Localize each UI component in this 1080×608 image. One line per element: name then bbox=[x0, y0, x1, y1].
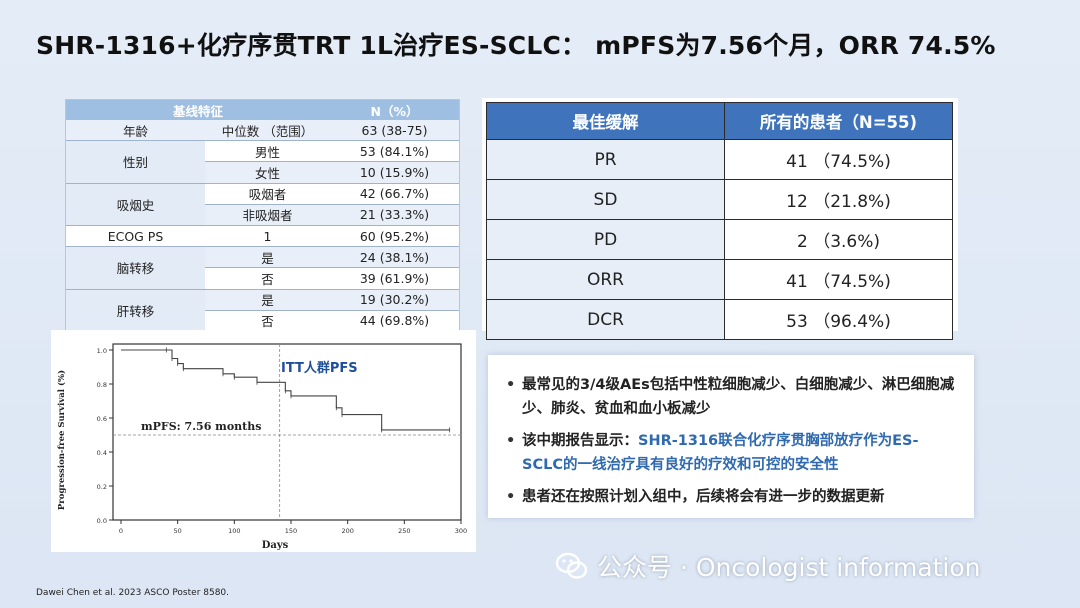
table-row: ECOG PS 1 60 (95.2%) bbox=[66, 225, 459, 248]
x-tick-label: 200 bbox=[341, 527, 353, 535]
response-label: ORR bbox=[486, 259, 725, 300]
wechat-icon bbox=[555, 552, 588, 579]
baseline-sub: 男性 bbox=[205, 140, 330, 163]
table-row: 非吸烟者 21 (33.3%) bbox=[66, 204, 459, 226]
x-tick-label: 250 bbox=[398, 527, 410, 535]
watermark: 公众号 · Oncologist information bbox=[555, 548, 981, 584]
finding-item: 患者还在按照计划入组中，后续将会有进一步的数据更新 bbox=[506, 485, 958, 509]
response-label: PD bbox=[486, 219, 725, 260]
response-label: DCR bbox=[486, 299, 725, 340]
baseline-sub: 女性 bbox=[205, 161, 330, 184]
baseline-value: 24 (38.1%) bbox=[330, 246, 459, 269]
findings-list: 最常见的3/4级AEs包括中性粒细胞减少、白细胞减少、淋巴细胞减少、肺炎、贫血和… bbox=[488, 355, 974, 509]
baseline-header-feature: 基线特征 bbox=[66, 100, 330, 120]
table-row: 否 39 (61.9%) bbox=[66, 267, 459, 290]
finding-text: 最常见的3/4级AEs包括中性粒细胞减少、白细胞减少、淋巴细胞减少、肺炎、贫血和… bbox=[522, 377, 955, 417]
baseline-sub: 1 bbox=[205, 225, 330, 248]
response-header-all: 所有的患者（N=55) bbox=[724, 102, 953, 140]
baseline-value: 42 (66.7%) bbox=[330, 183, 459, 205]
baseline-sub: 中位数 （范围） bbox=[205, 120, 330, 142]
response-value: 41 （74.5%) bbox=[724, 139, 953, 180]
response-table: 最佳缓解 所有的患者（N=55) PR 41 （74.5%) SD 12 （21.8… bbox=[482, 98, 958, 340]
x-tick-label: 100 bbox=[228, 527, 240, 535]
finding-text: 患者还在按照计划入组中，后续将会有进一步的数据更新 bbox=[522, 489, 885, 505]
table-row: 脑转移 是 24 (38.1%) bbox=[66, 246, 459, 290]
table-row: 肝转移 是 19 (30.2%) bbox=[66, 289, 459, 332]
citation: Dawei Chen et al. 2023 ASCO Poster 8580. bbox=[36, 588, 230, 598]
baseline-sub: 非吸烟者 bbox=[205, 204, 330, 226]
baseline-label: 肝转移 bbox=[66, 289, 205, 332]
table-row: 吸烟史 吸烟者 42 (66.7%) bbox=[66, 183, 459, 226]
baseline-value: 21 (33.3%) bbox=[330, 204, 459, 226]
response-header-best: 最佳缓解 bbox=[486, 102, 725, 140]
baseline-label: ECOG PS bbox=[66, 225, 205, 248]
y-axis-label: Progression-free Survival (%) bbox=[56, 370, 67, 510]
table-row: ORR 41 （74.5%) bbox=[486, 259, 953, 300]
baseline-label: 吸烟史 bbox=[66, 183, 205, 226]
baseline-value: 10 (15.9%) bbox=[330, 161, 459, 184]
slide-title: SHR-1316+化疗序贯TRT 1L治疗ES-SCLC： mPFS为7.56个… bbox=[36, 31, 996, 60]
response-label: PR bbox=[486, 139, 725, 180]
x-tick-label: 150 bbox=[285, 527, 297, 535]
response-value: 41 （74.5%) bbox=[724, 259, 953, 300]
baseline-sub: 否 bbox=[205, 310, 330, 332]
response-value: 12 （21.8%) bbox=[724, 179, 953, 220]
baseline-label: 性别 bbox=[66, 140, 205, 184]
finding-highlight: SHR-1316联合化疗序贯胸部放疗作为ES-SCLC的一线治疗具有良好的疗效和… bbox=[522, 433, 919, 473]
x-tick-label: 0 bbox=[119, 527, 123, 535]
table-row: PR 41 （74.5%) bbox=[486, 139, 953, 180]
pfs-chart: 0.0 0.2 0.4 0.6 0.8 1.0 0 50 100 150 200 250 300 ITT… bbox=[51, 330, 476, 552]
chart-annotation: mPFS: 7.56 months bbox=[141, 420, 261, 433]
table-row: 女性 10 (15.9%) bbox=[66, 161, 459, 184]
baseline-table: 基线特征 N（%） 年龄 中位数 （范围） 63 (38-75) 性别 男性 5… bbox=[65, 99, 460, 333]
plot-frame bbox=[112, 343, 462, 521]
baseline-header-n: N（%） bbox=[330, 100, 459, 120]
finding-text: 该中期报告显示： bbox=[522, 433, 638, 449]
response-value: 2 （3.6%) bbox=[724, 219, 953, 260]
x-axis-label: Days bbox=[262, 540, 289, 551]
y-tick-label: 0.8 bbox=[97, 381, 107, 389]
x-tick-label: 50 bbox=[174, 527, 182, 535]
y-tick-label: 1.0 bbox=[97, 347, 107, 355]
baseline-sub: 是 bbox=[205, 246, 330, 269]
y-tick-label: 0.2 bbox=[97, 483, 107, 491]
table-row: PD 2 （3.6%) bbox=[486, 219, 953, 260]
y-tick-label: 0.4 bbox=[97, 449, 107, 457]
finding-item: 该中期报告显示：SHR-1316联合化疗序贯胸部放疗作为ES-SCLC的一线治疗… bbox=[506, 429, 958, 477]
baseline-sub: 否 bbox=[205, 267, 330, 290]
baseline-label: 脑转移 bbox=[66, 246, 205, 290]
baseline-value: 60 (95.2%) bbox=[330, 225, 459, 248]
survival-curve bbox=[121, 349, 450, 431]
baseline-value: 63 (38-75) bbox=[330, 120, 459, 142]
y-tick-label: 0.6 bbox=[97, 415, 107, 423]
table-row: SD 12 （21.8%) bbox=[486, 179, 953, 220]
response-value: 53 （96.4%) bbox=[724, 299, 953, 340]
table-row: 年龄 中位数 （范围） 63 (38-75) bbox=[66, 120, 459, 142]
chart-title: ITT人群PFS bbox=[281, 360, 358, 376]
finding-item: 最常见的3/4级AEs包括中性粒细胞减少、白细胞减少、淋巴细胞减少、肺炎、贫血和… bbox=[506, 373, 958, 421]
baseline-sub: 是 bbox=[205, 289, 330, 311]
baseline-value: 19 (30.2%) bbox=[330, 289, 459, 311]
x-tick-label: 300 bbox=[455, 527, 467, 535]
watermark-text: 公众号 · Oncologist information bbox=[597, 553, 981, 582]
baseline-value: 53 (84.1%) bbox=[330, 140, 459, 163]
pfs-chart-svg: 0.0 0.2 0.4 0.6 0.8 1.0 0 50 100 150 200 250 300 ITT… bbox=[56, 343, 467, 551]
baseline-sub: 吸烟者 bbox=[205, 183, 330, 205]
table-row: DCR 53 （96.4%) bbox=[486, 299, 953, 340]
baseline-value: 44 (69.8%) bbox=[330, 310, 459, 332]
table-row: 性别 男性 53 (84.1%) bbox=[66, 140, 459, 184]
baseline-value: 39 (61.9%) bbox=[330, 267, 459, 290]
baseline-label: 年龄 bbox=[66, 120, 205, 142]
y-tick-label: 0.0 bbox=[97, 517, 107, 525]
key-findings: 最常见的3/4级AEs包括中性粒细胞减少、白细胞减少、淋巴细胞减少、肺炎、贫血和… bbox=[488, 355, 974, 518]
response-label: SD bbox=[486, 179, 725, 220]
